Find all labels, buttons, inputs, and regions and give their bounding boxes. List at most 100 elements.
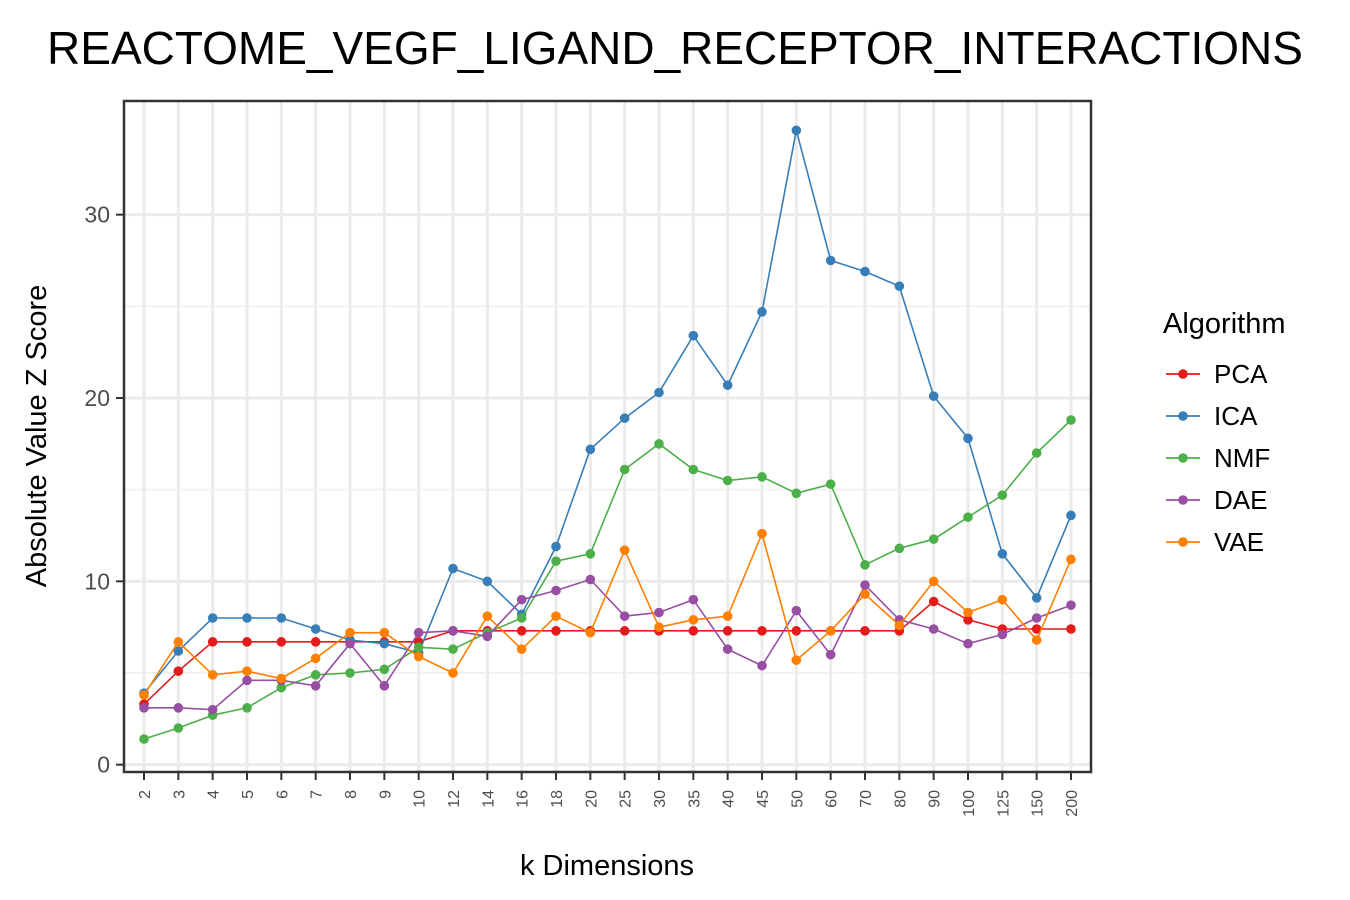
legend: Algorithm PCA ICA NMF DAE VAE bbox=[1163, 308, 1286, 557]
data-point-ica bbox=[825, 255, 836, 266]
data-point-nmf bbox=[413, 642, 424, 653]
y-axis-title: Absolute Value Z Score bbox=[21, 285, 53, 588]
data-point-pca bbox=[207, 637, 218, 647]
legend-key-point-dae bbox=[1178, 495, 1188, 505]
data-point-vae bbox=[757, 528, 767, 539]
x-tick-label: 70 bbox=[858, 790, 875, 808]
x-tick-label: 9 bbox=[377, 790, 394, 799]
data-point-dae bbox=[448, 626, 458, 636]
data-point-nmf bbox=[310, 670, 321, 680]
data-point-vae bbox=[516, 644, 527, 654]
legend-key-point-nmf bbox=[1178, 453, 1188, 463]
data-point-ica bbox=[619, 413, 630, 423]
data-point-vae bbox=[345, 627, 355, 638]
x-tick-label: 3 bbox=[171, 790, 188, 799]
x-tick-label: 10 bbox=[412, 790, 429, 808]
legend-label-dae: DAE bbox=[1214, 485, 1267, 515]
x-tick-label: 50 bbox=[789, 790, 806, 808]
data-point-pca bbox=[928, 596, 939, 607]
data-point-ica bbox=[585, 444, 596, 455]
data-point-dae bbox=[963, 638, 973, 649]
legend-title: Algorithm bbox=[1163, 308, 1286, 340]
data-point-pca bbox=[551, 626, 561, 636]
data-point-nmf bbox=[379, 664, 390, 675]
data-point-nmf bbox=[1066, 415, 1076, 425]
x-tick-label: 6 bbox=[274, 790, 291, 799]
data-point-dae bbox=[791, 605, 802, 616]
series-layer bbox=[139, 125, 1076, 744]
x-tick-label: 40 bbox=[721, 790, 738, 808]
data-point-vae bbox=[928, 576, 939, 587]
data-point-pca bbox=[722, 626, 733, 636]
data-point-dae bbox=[1066, 600, 1076, 610]
data-point-dae bbox=[825, 649, 836, 660]
series-line-pca bbox=[143, 600, 1071, 705]
x-tick-label: 16 bbox=[515, 790, 532, 808]
data-point-nmf bbox=[963, 512, 973, 522]
data-point-nmf bbox=[997, 490, 1008, 500]
series-line-dae bbox=[144, 578, 1072, 711]
data-point-dae bbox=[722, 644, 733, 654]
x-tick-label: 125 bbox=[995, 790, 1012, 817]
data-point-pca bbox=[619, 626, 630, 636]
data-point-nmf bbox=[894, 543, 905, 554]
data-point-dae bbox=[654, 607, 664, 618]
data-point-nmf bbox=[276, 682, 287, 693]
data-point-nmf bbox=[585, 549, 596, 559]
data-point-dae bbox=[310, 681, 321, 691]
x-tick-label: 14 bbox=[480, 790, 497, 808]
y-axis: 0 10 20 30 bbox=[84, 202, 124, 778]
data-point-pca bbox=[310, 637, 321, 647]
x-tick-label: 150 bbox=[1030, 790, 1047, 817]
x-tick-label: 20 bbox=[583, 790, 600, 808]
x-tick-label: 2 bbox=[137, 790, 154, 799]
legend-label-ica: ICA bbox=[1214, 401, 1258, 431]
data-point-nmf bbox=[619, 464, 630, 475]
data-point-dae bbox=[551, 585, 561, 596]
data-point-dae bbox=[757, 660, 767, 671]
data-point-ica bbox=[448, 563, 458, 574]
data-point-vae bbox=[276, 673, 287, 684]
data-point-nmf bbox=[139, 734, 149, 744]
data-point-nmf bbox=[928, 534, 939, 544]
legend-label-nmf: NMF bbox=[1214, 443, 1270, 473]
data-point-dae bbox=[379, 681, 390, 691]
data-point-nmf bbox=[1031, 448, 1042, 458]
data-point-vae bbox=[139, 690, 149, 700]
legend-key-point-ica bbox=[1178, 411, 1188, 421]
data-point-vae bbox=[413, 651, 424, 662]
data-point-ica bbox=[688, 330, 699, 341]
data-point-ica bbox=[722, 380, 733, 390]
data-point-dae bbox=[482, 631, 493, 642]
x-tick-label: 200 bbox=[1064, 790, 1081, 817]
data-point-nmf bbox=[242, 703, 252, 713]
data-point-vae bbox=[894, 620, 905, 631]
data-point-nmf bbox=[722, 475, 733, 486]
data-point-vae bbox=[791, 655, 802, 665]
data-point-vae bbox=[619, 545, 630, 555]
data-point-ica bbox=[928, 391, 939, 401]
data-point-vae bbox=[825, 626, 836, 636]
data-point-pca bbox=[688, 626, 699, 636]
data-point-vae bbox=[1066, 554, 1076, 565]
data-point-nmf bbox=[345, 668, 355, 678]
data-point-nmf bbox=[688, 464, 699, 475]
data-point-dae bbox=[619, 611, 630, 621]
data-point-dae bbox=[242, 675, 252, 686]
data-point-pca bbox=[757, 626, 767, 636]
data-point-nmf bbox=[654, 439, 664, 449]
x-tick-label: 8 bbox=[343, 790, 360, 799]
data-point-dae bbox=[516, 594, 527, 605]
series-line-ica bbox=[143, 130, 1072, 694]
data-point-pca bbox=[860, 626, 870, 636]
data-point-ica bbox=[482, 576, 493, 587]
data-point-pca bbox=[1066, 624, 1076, 634]
grid bbox=[124, 101, 1091, 772]
data-point-vae bbox=[860, 589, 870, 599]
data-point-pca bbox=[173, 666, 184, 676]
data-point-ica bbox=[276, 613, 287, 623]
y-tick-label: 10 bbox=[84, 568, 110, 594]
data-point-vae bbox=[310, 653, 321, 664]
data-point-pca bbox=[516, 626, 527, 636]
